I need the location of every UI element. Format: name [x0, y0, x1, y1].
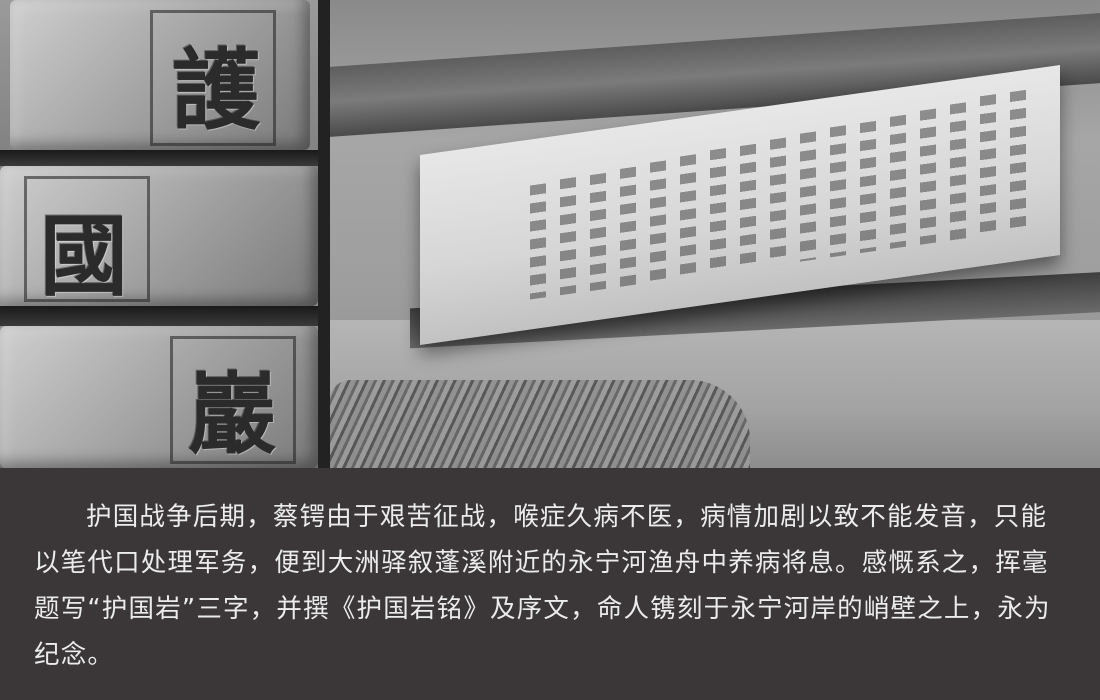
inscription-column [620, 166, 636, 287]
stone-crack [0, 306, 318, 326]
character-frame [150, 10, 276, 146]
character-frame [24, 176, 150, 302]
inscription-column [890, 114, 906, 249]
photo-divider [318, 0, 330, 468]
caption-text-block: 护国战争后期，蔡锷由于艰苦征战，喉症久病不医，病情加剧以致不能发音，只能以笔代口… [34, 494, 1070, 678]
carved-character-yan: 巖 [188, 362, 277, 466]
inscription-column [860, 120, 876, 254]
caption-paragraph: 护国战争后期，蔡锷由于艰苦征战，喉症久病不医，病情加剧以致不能发音，只能以笔代口… [34, 502, 1051, 670]
inscription-column [560, 177, 576, 296]
stone-block [0, 166, 318, 306]
character-frame [170, 336, 296, 464]
inscription-column [530, 183, 546, 300]
carved-character-guo: 國 [40, 204, 129, 308]
inscription-column [590, 172, 606, 292]
inscription-column [950, 102, 966, 241]
stone-block [10, 0, 310, 150]
inscription-column [650, 160, 666, 283]
photo-carved-characters: 護 國 巖 [0, 0, 318, 468]
stone-crack [0, 150, 318, 166]
inscription-column [980, 94, 996, 237]
stone-block [0, 326, 318, 468]
inscription-column [800, 131, 816, 262]
inscription-column [680, 154, 696, 279]
inscription-column [920, 108, 936, 245]
carved-character-hu: 護 [172, 38, 261, 142]
inscription-column [830, 125, 846, 258]
photo-cliff-inscription [330, 0, 1100, 468]
fern-plants [330, 380, 750, 468]
inscription-column [770, 137, 786, 266]
inscription-column [740, 143, 756, 270]
inscription-column [1010, 89, 1026, 233]
inscription-column [710, 147, 726, 275]
